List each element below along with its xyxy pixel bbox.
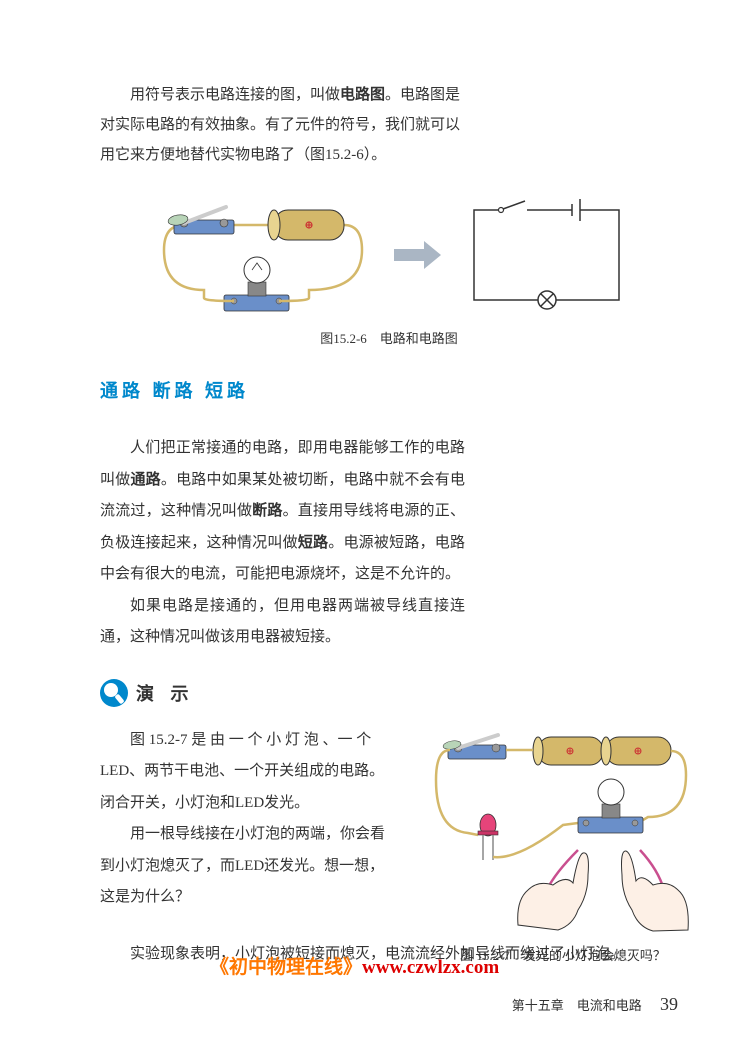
figure-6-caption: 图15.2-6 电路和电路图 <box>100 328 678 347</box>
watermark: 《初中物理在线》www.czwlzx.com <box>210 952 499 979</box>
schematic-svg <box>459 195 634 315</box>
page-footer: 第十五章 电流和电路 39 <box>512 994 678 1015</box>
section-heading: 通路 断路 短路 <box>100 377 678 403</box>
demo-title: 演 示 <box>136 680 195 706</box>
physical-circuit-svg <box>144 190 374 320</box>
watermark-part1: 《初中物理在线》 <box>210 957 362 978</box>
demo-block: 图 15.2-7 是 由 一 个 小 灯 泡 、一 个 LED、两节干电池、一个… <box>100 725 678 914</box>
demo-para-1: 图 15.2-7 是 由 一 个 小 灯 泡 、一 个 LED、两节干电池、一个… <box>100 725 390 820</box>
demo-para-2: 用一根导线接在小灯泡的两端，你会看到小灯泡熄灭了，而LED还发光。想一想，这是为… <box>100 819 390 914</box>
intro-paragraph: 用符号表示电路连接的图，叫做电路图。电路图是对实际电路的有效抽象。有了元件的符号… <box>100 80 465 170</box>
paragraph-1: 人们把正常接通的电路，即用电器能够工作的电路叫做通路。电路中如果某处被切断，电路… <box>100 433 465 591</box>
intro-bold-1: 电路图 <box>340 87 385 103</box>
demo-circuit-svg <box>428 725 698 935</box>
demo-header: 演 示 <box>100 679 678 707</box>
magnifier-icon <box>100 679 128 707</box>
watermark-part2: www.czwlzx.com <box>362 957 499 978</box>
figure-15-2-6 <box>100 190 678 320</box>
intro-text-a: 用符号表示电路连接的图，叫做 <box>130 87 340 103</box>
page-number: 39 <box>660 994 678 1014</box>
chapter-label: 第十五章 电流和电路 <box>512 998 642 1013</box>
figure-15-2-7: 图 15.2-7 发光的小灯泡会熄灭吗？ <box>428 725 698 964</box>
paragraph-2: 如果电路是接通的，但用电器两端被导线直接连通，这种情况叫做该用电器被短接。 <box>100 591 465 654</box>
arrow-icon <box>389 235 444 275</box>
